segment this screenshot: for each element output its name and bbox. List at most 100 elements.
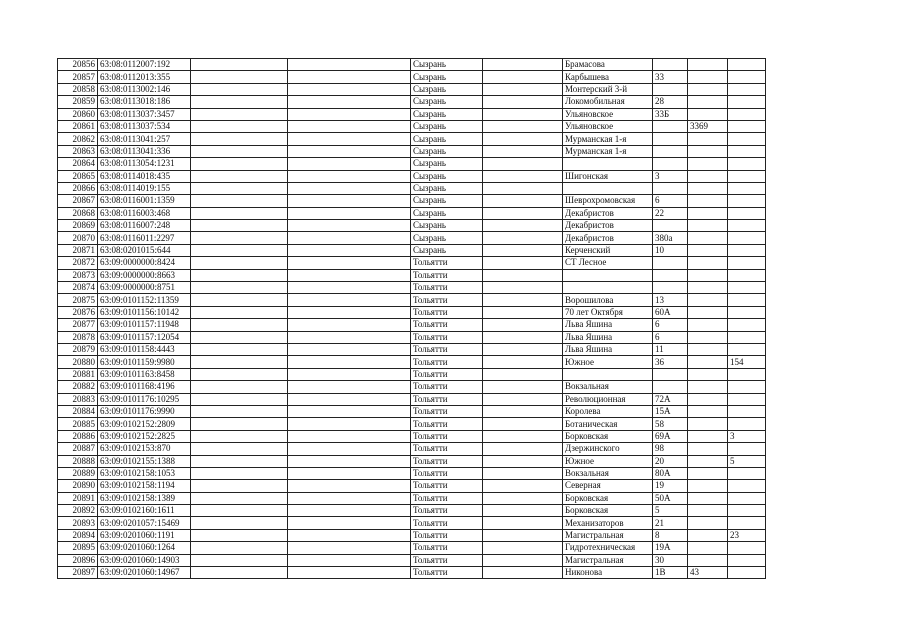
extra-value-2 [727, 82, 766, 97]
street: Карбышева [562, 70, 653, 84]
empty-cell [287, 70, 411, 84]
street: Локомобильная [562, 95, 653, 109]
cadastral-number: 63:08:0112007:192 [97, 57, 191, 72]
table-row: 20868 63:08:0116003:468 Сызрань Декабристов… [57, 206, 766, 221]
street: Декабристов [562, 231, 653, 245]
cadastral-number: 63:08:0113041:336 [97, 144, 191, 159]
empty-cell [190, 330, 288, 345]
city: Сызрань [410, 157, 483, 171]
extra-value-2 [727, 565, 766, 580]
house-number: 8 [652, 528, 688, 543]
cadastral-number: 63:09:0101176:9990 [97, 404, 191, 419]
cadastral-number: 63:09:0101157:11948 [97, 318, 191, 332]
cadastral-number: 63:09:0102160:1611 [97, 504, 191, 518]
city: Тольятти [410, 404, 483, 419]
row-number: 20892 [57, 504, 98, 518]
extra-value-2 [727, 181, 766, 196]
extra-value-2: 3 [727, 429, 766, 444]
street: Никонова [562, 565, 653, 580]
street: Декабристов [562, 206, 653, 221]
city: Тольятти [410, 454, 483, 468]
empty-cell [287, 541, 411, 555]
extra-value [687, 305, 728, 320]
empty-cell [190, 355, 288, 369]
extra-value [687, 318, 728, 332]
street: Льва Яшина [562, 318, 653, 332]
cadastral-number: 63:08:0113037:3457 [97, 107, 191, 121]
extra-value-2 [727, 144, 766, 159]
cadastral-number: 63:08:0114018:435 [97, 169, 191, 183]
house-number: 50А [652, 491, 688, 506]
table-row: 20891 63:09:0102158:1389 Тольятти Борковска… [57, 491, 766, 506]
empty-cell [482, 318, 563, 332]
row-number: 20891 [57, 491, 98, 506]
empty-cell [482, 107, 563, 121]
empty-cell [482, 565, 563, 580]
extra-value [687, 57, 728, 72]
city: Тольятти [410, 281, 483, 295]
extra-value [687, 404, 728, 419]
table-row: 20896 63:09:0201060:14903 Тольятти Магистра… [57, 553, 766, 568]
row-number: 20896 [57, 553, 98, 568]
street: Ботаническая [562, 417, 653, 431]
extra-value-2 [727, 95, 766, 109]
city: Сызрань [410, 206, 483, 221]
row-number: 20895 [57, 541, 98, 555]
table-row: 20897 63:09:0201060:14967 Тольятти Никонова… [57, 565, 766, 580]
street: Борковская [562, 491, 653, 506]
street: СТ Лесное [562, 256, 653, 270]
street [562, 181, 653, 196]
house-number: 15А [652, 404, 688, 419]
empty-cell [287, 479, 411, 493]
extra-value [687, 392, 728, 406]
cadastral-number: 63:09:0102158:1389 [97, 491, 191, 506]
empty-cell [190, 479, 288, 493]
row-number: 20882 [57, 380, 98, 394]
house-number: 11 [652, 342, 688, 357]
row-number: 20864 [57, 157, 98, 171]
cadastral-number: 63:08:0113041:257 [97, 132, 191, 146]
row-number: 20878 [57, 330, 98, 345]
empty-cell [190, 256, 288, 270]
extra-value-2: 23 [727, 528, 766, 543]
extra-value-2 [727, 342, 766, 357]
table-row: 20865 63:08:0114018:435 Сызрань Шигонская 3 [57, 169, 766, 183]
empty-cell [190, 491, 288, 506]
extra-value-2 [727, 157, 766, 171]
row-number: 20868 [57, 206, 98, 221]
house-number: 30 [652, 553, 688, 568]
extra-value-2 [727, 442, 766, 456]
extra-value-2 [727, 380, 766, 394]
cadastral-number: 63:09:0000000:8663 [97, 268, 191, 283]
empty-cell [287, 417, 411, 431]
empty-cell [482, 479, 563, 493]
street: Северная [562, 479, 653, 493]
extra-value-2 [727, 367, 766, 382]
extra-value-2 [727, 504, 766, 518]
empty-cell [482, 181, 563, 196]
empty-cell [482, 380, 563, 394]
empty-cell [482, 206, 563, 221]
extra-value-2 [727, 57, 766, 72]
row-number: 20890 [57, 479, 98, 493]
street: Мурманская 1-я [562, 144, 653, 159]
table-row: 20876 63:09:0101156:10142 Тольятти 70 лет О… [57, 305, 766, 320]
city: Сызрань [410, 132, 483, 146]
table-row: 20875 63:09:0101152:11359 Тольятти Ворошило… [57, 293, 766, 307]
empty-cell [482, 157, 563, 171]
city: Тольятти [410, 305, 483, 320]
empty-cell [482, 256, 563, 270]
cadastral-number: 63:09:0102153:870 [97, 442, 191, 456]
empty-cell [482, 541, 563, 555]
row-number: 20860 [57, 107, 98, 121]
table-row: 20886 63:09:0102152:2825 Тольятти Борковска… [57, 429, 766, 444]
empty-cell [190, 442, 288, 456]
empty-cell [482, 194, 563, 208]
cadastral-number: 63:09:0201057:15469 [97, 516, 191, 530]
table-row: 20866 63:08:0114019:155 Сызрань [57, 181, 766, 196]
row-number: 20863 [57, 144, 98, 159]
city: Сызрань [410, 95, 483, 109]
row-number: 20888 [57, 454, 98, 468]
empty-cell [482, 342, 563, 357]
row-number: 20893 [57, 516, 98, 530]
